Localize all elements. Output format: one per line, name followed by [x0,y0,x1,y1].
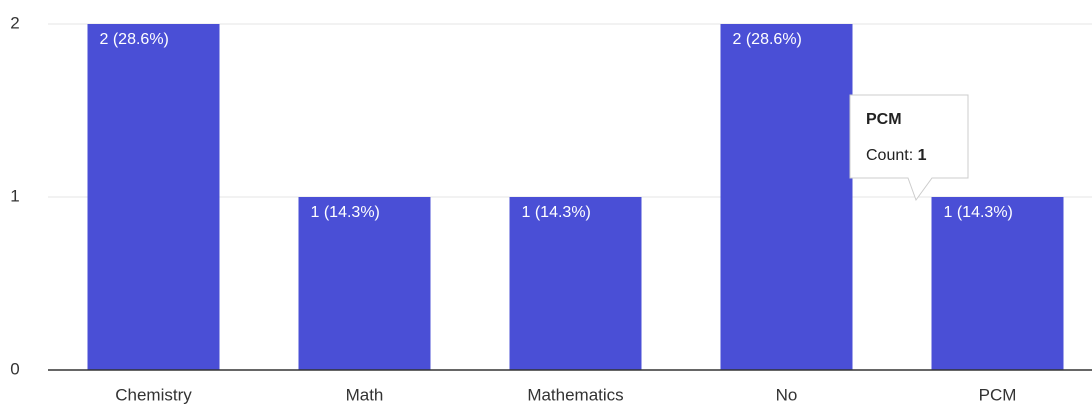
bar [87,24,220,370]
value-label: 2 (28.6%) [733,31,802,48]
tooltip-label: Count: [866,147,913,164]
value-label: 2 (28.6%) [100,31,169,48]
x-tick-label: No [776,385,798,404]
x-tick-label: Mathematics [527,385,623,404]
y-tick-label: 2 [10,13,19,32]
bar [931,197,1064,370]
tooltip: PCM Count: 1 [849,94,969,202]
x-tick-label: Math [346,385,384,404]
x-tick-label: Chemistry [115,385,192,404]
bar [720,24,853,370]
tooltip-value: 1 [918,147,927,164]
bar [298,197,431,370]
y-tick-label: 0 [10,359,19,378]
x-tick-label: PCM [979,385,1017,404]
tooltip-text: Count: 1 [866,147,927,164]
value-label: 1 (14.3%) [522,204,591,221]
value-label: 1 (14.3%) [311,204,380,221]
bar [509,197,642,370]
y-tick-label: 1 [10,186,19,205]
tooltip-title: PCM [866,111,902,128]
tooltip-box [849,94,969,202]
value-label: 1 (14.3%) [944,204,1013,221]
